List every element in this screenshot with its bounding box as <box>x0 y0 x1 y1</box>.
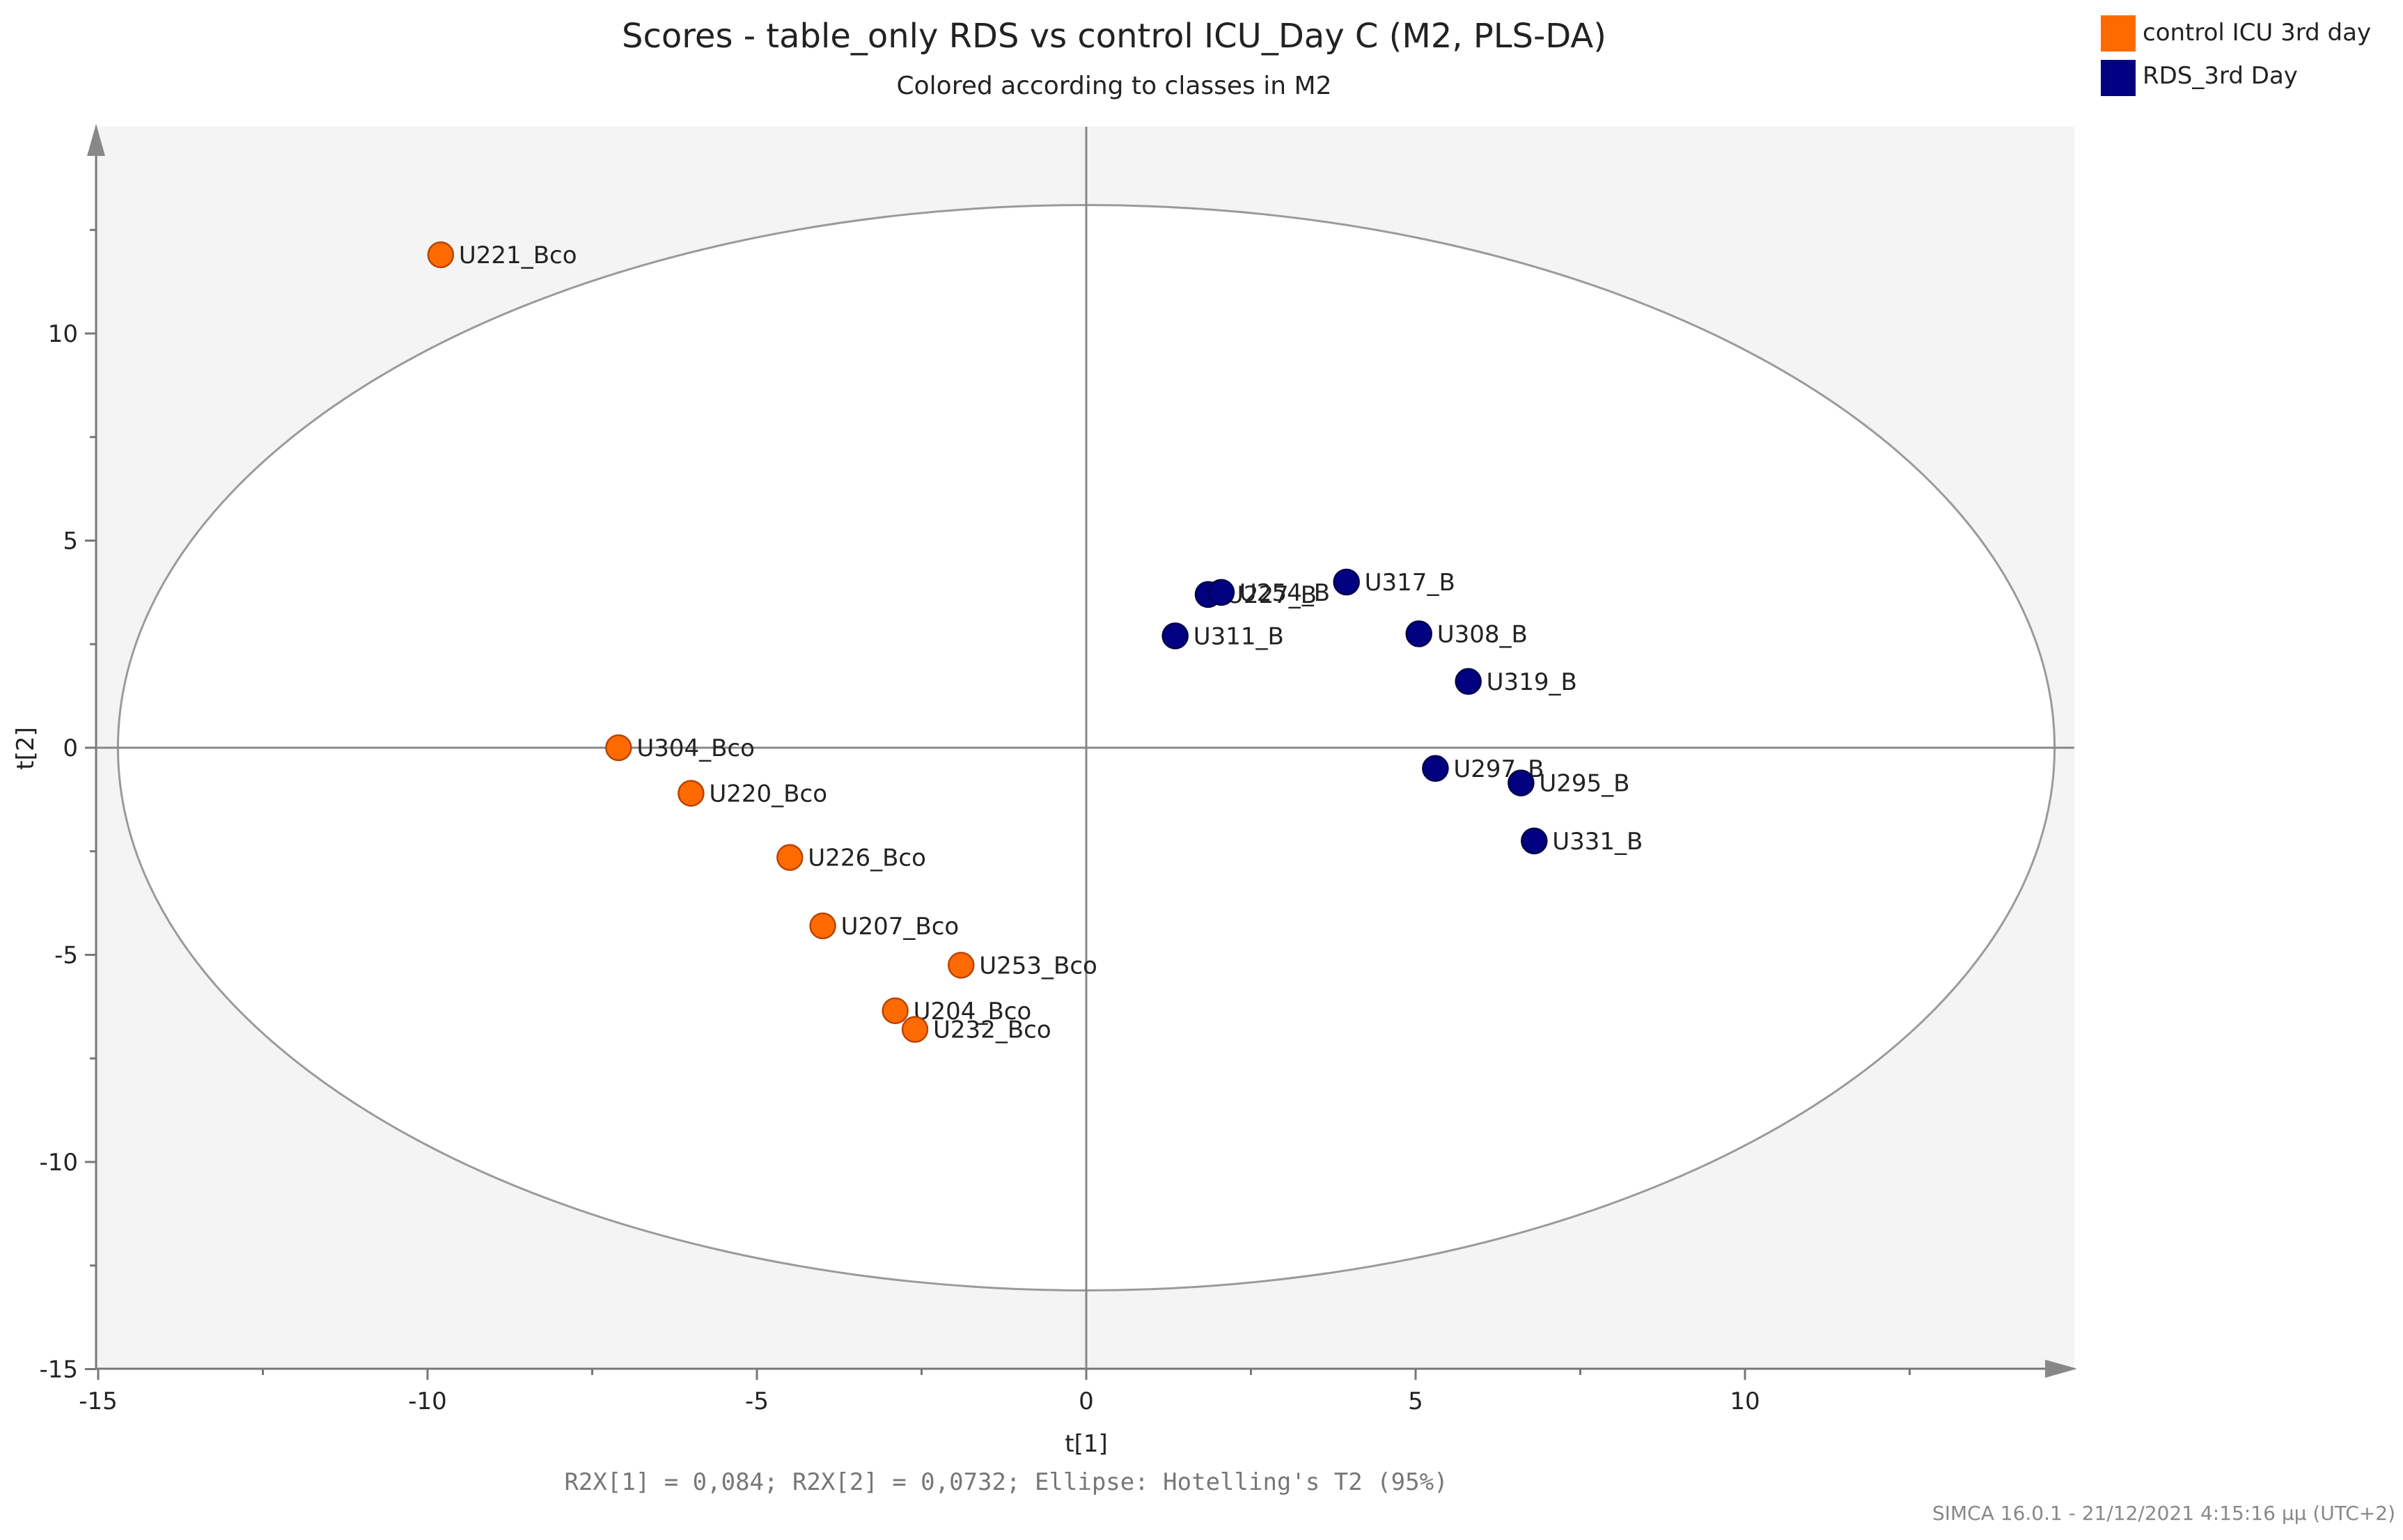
legend-swatch-control <box>2101 15 2136 52</box>
chart-subtitle: Colored according to classes in M2 <box>897 72 1332 100</box>
point-label-u308_b: U308_B <box>1437 620 1528 648</box>
x-tick-label: 5 <box>1408 1388 1423 1415</box>
data-point-u226_bco <box>776 844 804 871</box>
y-tick-label: 0 <box>63 734 78 762</box>
data-point-u308_b <box>1405 620 1432 647</box>
point-label-u295_b: U295_B <box>1539 770 1629 798</box>
point-label-u304_bco: U304_Bco <box>636 734 755 762</box>
x-tick-label: -15 <box>79 1388 118 1415</box>
data-point-u204_bco <box>882 997 909 1025</box>
legend-label-rds: RDS_3rd Day <box>2143 62 2298 90</box>
x-axis-arrow <box>2045 1360 2077 1378</box>
point-label-u311_b: U311_B <box>1193 622 1284 650</box>
point-label-u227_b: U227_B <box>1226 581 1317 609</box>
axes-layer: -15 -10 -5 0 5 10 10 5 0 -5 -10 -15 <box>39 124 2077 1415</box>
data-point-u304_bco <box>605 734 632 762</box>
point-label-u220_bco: U220_Bco <box>709 780 827 808</box>
legend: control ICU 3rd day RDS_3rd Day <box>2101 15 2371 96</box>
point-label-u254_b: U254_B <box>1239 579 1330 607</box>
software-footer: SIMCA 16.0.1 - 21/12/2021 4:15:16 μμ (UT… <box>1932 1502 2395 1525</box>
point-label-u221_bco: U221_Bco <box>459 242 577 269</box>
point-label-u253_bco: U253_Bco <box>979 952 1097 980</box>
x-tick-label: 10 <box>1730 1388 1760 1415</box>
data-point-u319_b <box>1455 668 1482 696</box>
x-axis-label: t[1] <box>1065 1430 1108 1458</box>
data-point-u221_bco <box>427 241 455 269</box>
x-tick-label: -5 <box>745 1388 769 1415</box>
data-point-u207_bco <box>809 912 836 940</box>
y-tick-label: -15 <box>39 1356 78 1384</box>
point-label-u226_bco: U226_Bco <box>808 844 926 872</box>
point-label-u331_b: U331_B <box>1552 828 1643 856</box>
legend-swatch-rds <box>2101 60 2136 96</box>
data-point-u331_b <box>1521 827 1548 855</box>
legend-label-control: control ICU 3rd day <box>2143 19 2371 47</box>
points-layer: U221_Bco U304_Bco U220_Bco U226_Bco U207_Bco… <box>427 241 1643 1044</box>
y-axis-label: t[2] <box>12 727 40 770</box>
data-point-u232_bco <box>901 1016 929 1043</box>
data-point-u317_b <box>1333 568 1360 596</box>
y-tick-label: -10 <box>39 1149 78 1177</box>
point-label-u317_b: U317_B <box>1365 569 1455 597</box>
point-label-u204_bco: U204_Bco <box>914 998 1032 1026</box>
stats-footer: R2X[1] = 0,084; R2X[2] = 0,0732; Ellipse… <box>564 1468 1448 1496</box>
point-label-u207_bco: U207_Bco <box>841 913 960 941</box>
y-tick-label: 10 <box>48 320 78 348</box>
point-label-u319_b: U319_B <box>1487 668 1577 696</box>
data-point-u311_b <box>1161 622 1189 650</box>
data-point-u254_b <box>1207 579 1235 606</box>
y-tick-label: -5 <box>54 942 78 970</box>
point-label-u232_bco: U232_Bco <box>933 1016 1051 1044</box>
data-point-u297_b <box>1422 755 1449 782</box>
data-point-u220_bco <box>678 780 705 807</box>
x-tick-label: -10 <box>408 1388 447 1415</box>
y-axis-arrow <box>87 124 105 156</box>
data-point-u295_b <box>1508 769 1535 796</box>
x-tick-label: 0 <box>1079 1388 1094 1415</box>
chart-title: Scores - table_only RDS vs control ICU_D… <box>622 17 1606 56</box>
y-tick-label: 5 <box>63 528 78 556</box>
data-point-u253_bco <box>948 952 975 979</box>
